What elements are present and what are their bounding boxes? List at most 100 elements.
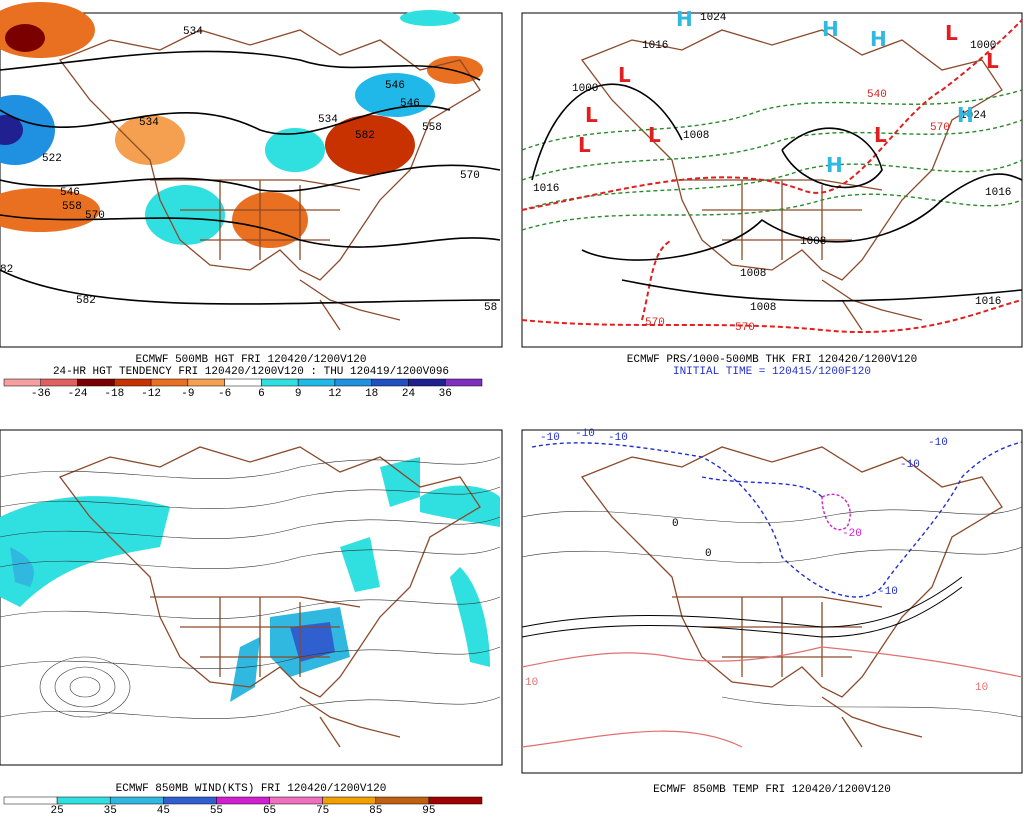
scale-swatch — [3, 378, 42, 387]
scale-label: 12 — [328, 388, 341, 400]
scale-label: 75 — [316, 805, 329, 817]
map-label: 82 — [0, 264, 13, 276]
map-label: H — [957, 103, 974, 127]
caption: ECMWF 850MB TEMP FRI 120420/1200V120 — [653, 784, 891, 796]
scale-label: -9 — [181, 388, 194, 400]
color-scale: 25 35 45 55 65 75 85 95 — [3, 796, 483, 817]
map-label: 570 — [930, 122, 950, 134]
map-label: 534 — [139, 117, 159, 129]
map-label: 10 — [525, 677, 538, 689]
scale-swatch — [375, 796, 430, 805]
map-label: L — [874, 123, 887, 147]
map-label: L — [618, 63, 631, 87]
scale-swatch — [150, 378, 189, 387]
map-label: 582 — [355, 130, 375, 142]
scale-swatch — [216, 796, 270, 805]
map-label: -10 — [878, 586, 898, 598]
scale-label: 35 — [104, 805, 117, 817]
scale-swatch — [163, 796, 217, 805]
scale-swatch — [114, 378, 152, 387]
map-label: L — [585, 103, 598, 127]
scale-label: 24 — [402, 388, 416, 400]
map-label: -10 — [928, 437, 948, 449]
caption: 24-HR HGT TENDENCY FRI 120420/1200V120 :… — [53, 366, 449, 378]
map-label: L — [986, 49, 999, 73]
map-label: 1000 — [970, 40, 996, 52]
scale-swatch — [77, 378, 115, 387]
scale-label: -6 — [218, 388, 231, 400]
map-label: 540 — [867, 89, 887, 101]
map-label: H — [676, 7, 693, 31]
map-label: 570 — [460, 170, 480, 182]
map-label: 10 — [975, 682, 988, 694]
map-label: 1016 — [975, 296, 1001, 308]
map-label: 546 — [385, 80, 405, 92]
scale-swatch — [261, 378, 299, 387]
map-label: 1000 — [572, 83, 598, 95]
scale-label: 25 — [51, 805, 64, 817]
map-label: L — [945, 21, 958, 45]
map-label: 546 — [60, 187, 80, 199]
map-label: 1008 — [750, 302, 776, 314]
map-label: 582 — [76, 295, 96, 307]
caption: ECMWF PRS/1000-500MB THK FRI 120420/1200… — [627, 354, 917, 366]
scale-swatch — [109, 796, 164, 805]
scale-swatch — [408, 378, 446, 387]
map-label: -20 — [842, 528, 862, 540]
map-label: 570 — [735, 322, 755, 334]
scale-label: 6 — [258, 388, 265, 400]
map-label: 1008 — [800, 236, 826, 248]
scale-swatch — [322, 796, 377, 805]
map-label: 1024 — [960, 110, 987, 122]
panel-height-tendency: 534 534 546 558 570 582 522 546 558 570 … — [0, 2, 503, 400]
map-label: -10 — [575, 428, 595, 440]
map-label: 1024 — [700, 12, 727, 24]
map-label: 570 — [645, 317, 665, 329]
map-label: L — [648, 123, 661, 147]
scale-label: 9 — [295, 388, 302, 400]
map-label: 534 — [183, 26, 203, 38]
map-label: 534 — [318, 114, 338, 126]
scale-swatch — [428, 796, 483, 805]
scale-swatch — [297, 378, 336, 387]
map-label: 0 — [705, 548, 712, 560]
scale-swatch — [3, 796, 58, 805]
scale-label: -18 — [104, 388, 124, 400]
map-label: L — [578, 133, 591, 157]
caption: INITIAL TIME = 120415/1200F120 — [673, 366, 871, 378]
scale-label: -24 — [68, 388, 88, 400]
scale-swatch — [269, 796, 323, 805]
map-label: 558 — [422, 122, 442, 134]
scale-swatch — [40, 378, 78, 387]
scale-swatch — [444, 378, 483, 387]
scale-swatch — [334, 378, 372, 387]
map-label: 522 — [42, 153, 62, 165]
scale-label: 95 — [422, 805, 435, 817]
panel-pressure-thickness: 1024 1016 1008 1000 1008 1016 1000 1008 … — [521, 7, 1023, 378]
caption: ECMWF 500MB HGT FRI 120420/1200V120 — [135, 354, 366, 366]
scale-swatch — [371, 378, 409, 387]
map-label: 1016 — [642, 40, 668, 52]
map-label: H — [822, 17, 839, 41]
tendency-fill — [0, 2, 483, 248]
scale-label: -36 — [31, 388, 51, 400]
map-label: 1016 — [985, 187, 1011, 199]
scale-label: 36 — [439, 388, 452, 400]
map-label: 0 — [672, 518, 679, 530]
map-label: 58 — [484, 302, 497, 314]
scale-label: 85 — [369, 805, 382, 817]
map-label: H — [870, 27, 887, 51]
caption: ECMWF 850MB WIND(KTS) FRI 120420/1200V12… — [116, 783, 387, 795]
map-label: 1016 — [533, 183, 559, 195]
map-frame — [521, 429, 1023, 774]
map-label: -10 — [540, 432, 560, 444]
scale-swatch — [187, 378, 225, 387]
map-label: 1008 — [683, 130, 709, 142]
scale-label: 55 — [210, 805, 223, 817]
scale-swatch — [224, 378, 262, 387]
panel-wind: ECMWF 850MB WIND(KTS) FRI 120420/1200V12… — [0, 429, 503, 817]
panel-temperature: -10 -10 -10 -10 -10 -10 -20 0 0 10 10 EC… — [521, 428, 1023, 796]
scale-label: -12 — [141, 388, 161, 400]
scale-label: 45 — [157, 805, 170, 817]
